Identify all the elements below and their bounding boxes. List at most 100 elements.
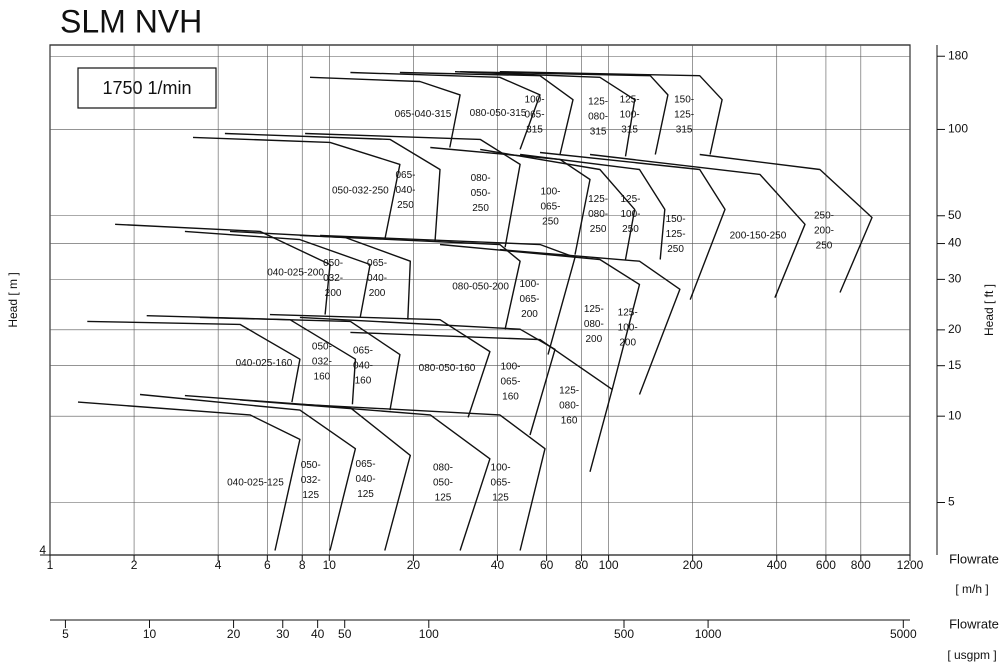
pump-curve [184,230,371,318]
pump-label: 080-050-200 [452,282,509,293]
pump-label: 315 [590,127,607,138]
x-tick-label: 4 [215,558,222,572]
pump-label: 040- [395,185,415,196]
pump-label: 040- [367,273,387,284]
pump-label: 250 [590,224,607,235]
pump-label: 065- [491,477,511,488]
pump-label: 050- [433,477,453,488]
pump-label: 065- [500,377,520,388]
pump-label: 100- [620,110,640,121]
pump-curve [589,153,806,298]
pump-label: 065- [356,459,376,470]
pump-label: 125- [674,110,694,121]
x2-tick-label: 40 [311,627,325,641]
y-axis-label: Head [ m ] [6,272,20,327]
x-tick-label: 80 [575,558,589,572]
x-tick-label: 800 [851,558,871,572]
pump-label: 050- [323,258,343,269]
pump-label: 032- [312,357,332,368]
pump-label: 315 [621,125,638,136]
pump-label: 200 [619,338,636,349]
x-tick-label: 10 [323,558,337,572]
pump-label: 125- [620,194,640,205]
x-tick-label: 600 [816,558,836,572]
pump-label: 150- [674,95,694,106]
pump-label: 050- [301,460,321,471]
y2-tick-label: 100 [948,122,968,136]
pump-label: 125- [584,304,604,315]
pump-curve [350,71,541,150]
pump-curve [399,71,574,155]
pump-label: 160 [502,392,519,403]
y2-axis-label: Head [ ft ] [982,284,996,336]
x2-tick-label: 50 [338,627,352,641]
pump-label: 065- [520,294,540,305]
pump-label: 200 [521,309,538,320]
pump-label: 315 [526,125,543,136]
pump-label: 125- [588,194,608,205]
pump-label: 080-050-160 [419,363,476,374]
pump-label: 125- [588,97,608,108]
pump-curve [539,151,726,300]
pump-label: 065- [540,202,560,213]
pump-label: 200 [369,288,386,299]
pump-curve [299,403,546,551]
pump-curve [87,320,301,403]
x-axis-unit: [ m/h ] [955,582,988,596]
y2-tick-label: 10 [948,408,962,422]
x-tick-label: 1200 [897,558,924,572]
pump-label: 125 [435,492,452,503]
pump-label: 050- [471,188,491,199]
y2-tick-label: 5 [948,495,955,509]
pump-label: 100- [525,95,545,106]
pump-curve [460,71,669,155]
pump-curve [199,316,401,411]
plot-frame [49,44,911,556]
pump-curve [184,394,411,551]
pump-label: 065- [367,258,387,269]
pump-label: 080- [584,319,604,330]
x-tick-label: 400 [767,558,787,572]
y2-tick-label: 50 [948,208,962,222]
pump-label: 125- [620,95,640,106]
pump-label: 125 [357,489,374,500]
pump-label: 160 [314,372,331,383]
y2-tick-label: 20 [948,322,962,336]
pump-curve [350,331,613,472]
pump-label: 080- [559,400,579,411]
pump-label: 150- [666,214,686,225]
pump-label: 040-025-125 [227,477,284,488]
pump-label: 040- [353,360,373,371]
x-tick-label: 20 [407,558,421,572]
pump-curve [480,148,636,260]
y2-tick-label: 40 [948,236,962,250]
pump-curve [77,401,301,551]
pump-curve [499,71,723,155]
speed-label: 1750 1/min [102,78,191,98]
pump-label: 250 [397,200,414,211]
pump-label: 125 [302,490,319,501]
speed-box [77,67,217,109]
x2-tick-label: 20 [227,627,241,641]
x2-tick-label: 5 [62,627,69,641]
pump-label: 125- [618,308,638,319]
pump-label: 250 [472,203,489,214]
x2-tick-label: 30 [276,627,290,641]
pump-label: 250 [816,241,833,252]
pump-label: 315 [676,125,693,136]
pump-curve [192,136,401,240]
y2-tick-label: 15 [948,358,962,372]
x2-tick-label: 1000 [695,627,722,641]
pump-curve [299,234,521,330]
pump-curve [439,243,641,390]
pump-label: 200 [325,288,342,299]
pump-label: 100- [618,323,638,334]
x-tick-label: 100 [599,558,619,572]
x-tick-label: 40 [491,558,505,572]
x-tick-label: 200 [683,558,703,572]
pump-curve [454,71,636,157]
y2-tick-label: 30 [948,272,962,286]
pump-label: 125 [492,492,509,503]
pump-curve [139,393,357,551]
